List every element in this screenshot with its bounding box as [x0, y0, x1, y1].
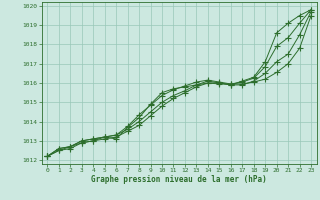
X-axis label: Graphe pression niveau de la mer (hPa): Graphe pression niveau de la mer (hPa) [91, 175, 267, 184]
